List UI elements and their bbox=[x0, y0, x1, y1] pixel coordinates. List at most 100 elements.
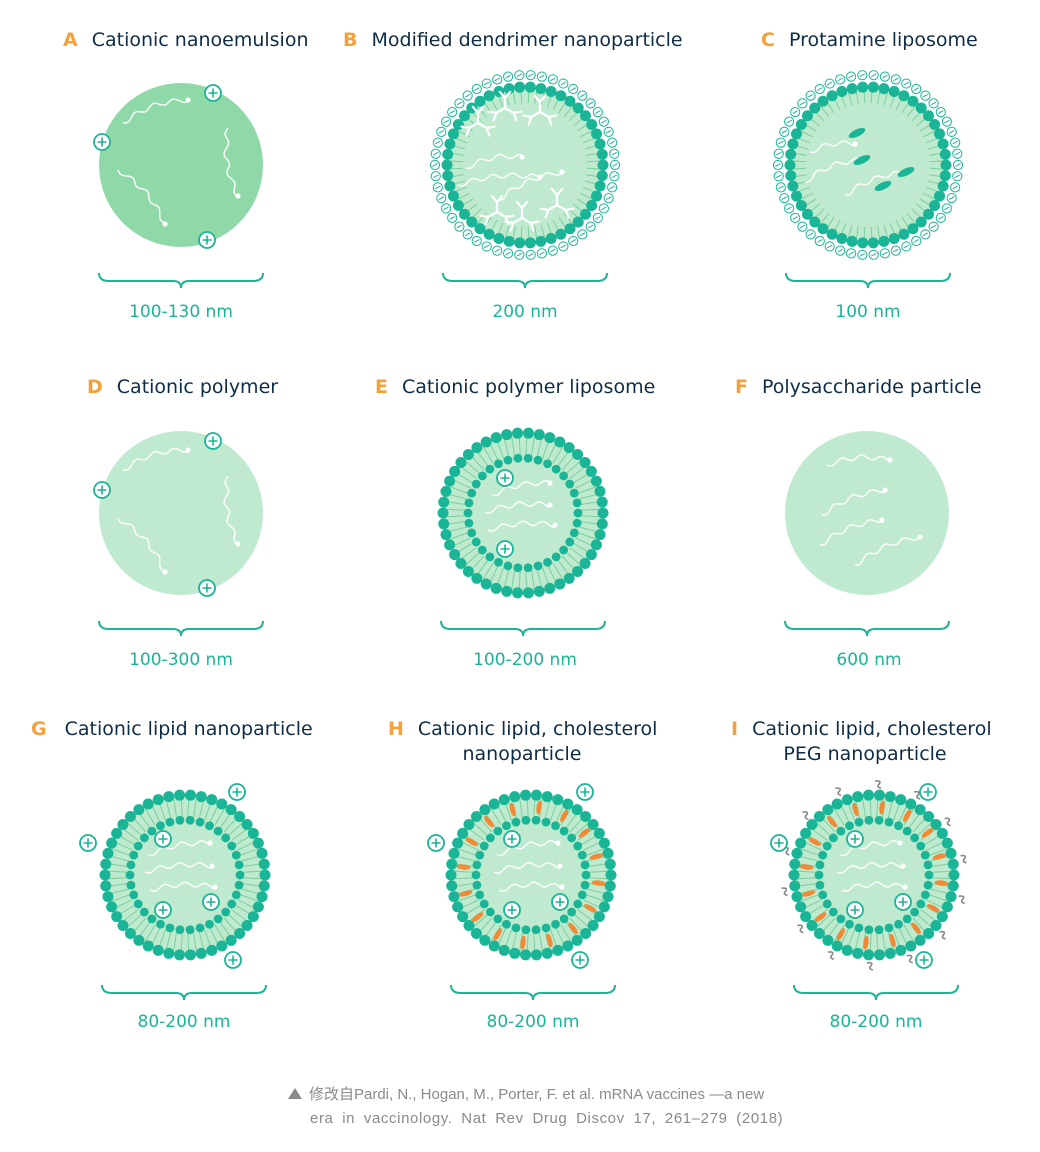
cholesterol-shape bbox=[568, 922, 578, 935]
lipid-head bbox=[604, 880, 616, 892]
lipid-head bbox=[247, 911, 259, 923]
panel-c-particle bbox=[772, 70, 964, 289]
minus-sign bbox=[786, 119, 792, 124]
lipid-head bbox=[934, 128, 946, 140]
mrna-cap bbox=[559, 169, 565, 175]
mrna-strand bbox=[147, 840, 211, 857]
lipid-head bbox=[602, 891, 614, 903]
lipid-head bbox=[512, 427, 524, 439]
lipid-head bbox=[477, 545, 487, 555]
lipid-head bbox=[520, 789, 532, 801]
cholesterol-shape bbox=[852, 802, 859, 817]
mrna-cap bbox=[917, 534, 923, 540]
lipid-head bbox=[521, 925, 531, 935]
mrna-strand bbox=[465, 153, 522, 170]
lipid-head bbox=[910, 833, 920, 843]
minus-sign bbox=[505, 251, 511, 256]
lipid-head bbox=[241, 919, 253, 931]
lipid-head bbox=[572, 498, 582, 508]
lipid-head bbox=[551, 464, 561, 474]
minus-sign bbox=[539, 74, 545, 79]
lipid-head bbox=[591, 190, 603, 202]
minus-sign bbox=[913, 87, 919, 91]
lipid-head bbox=[147, 914, 157, 924]
mrna-strand bbox=[149, 881, 216, 892]
lipid-head bbox=[258, 880, 270, 892]
minus-sign bbox=[848, 74, 854, 79]
cholesterol-shape bbox=[927, 904, 940, 913]
lipid-head bbox=[936, 911, 948, 923]
minus-sign bbox=[870, 73, 877, 77]
panel-f-particle bbox=[784, 431, 950, 637]
minus-sign bbox=[870, 253, 877, 257]
lipid-head bbox=[493, 914, 503, 924]
lipid-head bbox=[509, 947, 521, 959]
lipid-head bbox=[826, 228, 838, 240]
polysaccharide-particle bbox=[785, 431, 949, 595]
plus-sign bbox=[158, 905, 168, 915]
size-brace bbox=[440, 620, 606, 637]
cholesterol-shape bbox=[801, 890, 816, 897]
lipid-head bbox=[99, 869, 111, 881]
lipid-head bbox=[562, 798, 574, 810]
lipid-head bbox=[587, 919, 599, 931]
lipid-head bbox=[216, 798, 228, 810]
lipid-head bbox=[147, 826, 157, 836]
dendrimer-shape bbox=[539, 187, 575, 219]
lipid-head bbox=[133, 899, 143, 909]
lipid-head bbox=[598, 901, 610, 913]
lipid-head bbox=[485, 464, 495, 474]
lipid-head bbox=[916, 841, 926, 851]
caption-line-1: 修改自Pardi, N., Hogan, M., Porter, F. et a… bbox=[309, 1086, 765, 1103]
plus-sign bbox=[158, 834, 168, 844]
protamine-shape bbox=[874, 180, 892, 192]
lipid-head bbox=[490, 582, 502, 594]
lipid-head bbox=[572, 102, 584, 114]
lipid-head bbox=[543, 459, 552, 469]
lipid-head bbox=[572, 518, 582, 528]
lipid-head bbox=[503, 83, 515, 95]
minus-sign bbox=[893, 77, 899, 82]
lipid-head bbox=[106, 901, 118, 913]
minus-sign bbox=[837, 248, 843, 253]
lipid-head bbox=[234, 927, 246, 939]
dendrimer-shape bbox=[522, 94, 558, 126]
plus-sign bbox=[919, 955, 929, 965]
minus-sign bbox=[432, 163, 438, 167]
lipid-head bbox=[111, 827, 123, 839]
lipid-head bbox=[464, 518, 474, 528]
minus-sign bbox=[449, 110, 455, 114]
lipid-head bbox=[598, 837, 610, 849]
lipid-head bbox=[252, 901, 264, 913]
lipid-head bbox=[227, 841, 237, 851]
minus-sign bbox=[579, 93, 586, 98]
lipid-head bbox=[541, 923, 551, 933]
minus-sign bbox=[611, 174, 618, 179]
cholesterol-shape bbox=[471, 912, 484, 922]
panel-f-title: F Polysaccharide particle bbox=[735, 376, 982, 398]
lipid-tails bbox=[108, 798, 262, 952]
mrna-strand bbox=[836, 862, 904, 874]
minus-sign bbox=[483, 244, 490, 249]
lipid-head bbox=[235, 870, 245, 880]
lipid-head bbox=[503, 561, 513, 571]
cholesterol-shape bbox=[465, 837, 478, 846]
lipid-head bbox=[126, 860, 136, 870]
panel-i-size: 80-200 nm bbox=[830, 1012, 923, 1032]
cholesterol-shape bbox=[578, 828, 591, 838]
size-brace bbox=[101, 984, 267, 1001]
lipid-head bbox=[185, 815, 195, 825]
lipid-head bbox=[559, 471, 569, 481]
lipid-head bbox=[923, 927, 935, 939]
lipid-head bbox=[523, 563, 533, 573]
cholesterol-shape bbox=[493, 928, 502, 941]
minus-sign bbox=[930, 224, 937, 229]
lipid-head bbox=[494, 459, 503, 469]
minus-sign bbox=[601, 119, 607, 124]
minus-sign bbox=[560, 244, 567, 249]
lipid-head bbox=[221, 907, 231, 917]
lipid-head bbox=[142, 798, 154, 810]
panel-e-title: E Cationic polymer liposome bbox=[375, 376, 655, 398]
lipid-head bbox=[458, 208, 470, 220]
lipid-head bbox=[814, 870, 824, 880]
